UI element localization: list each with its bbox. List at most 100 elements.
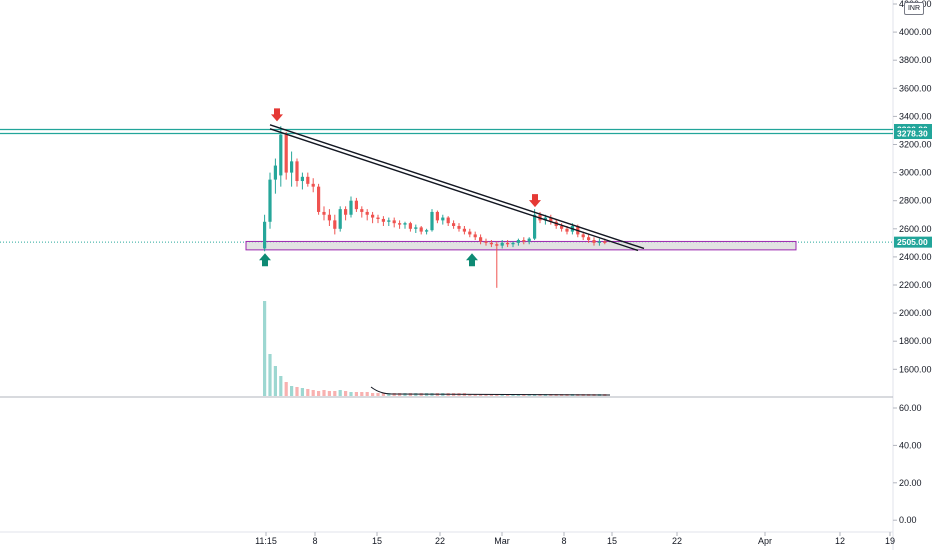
volume-bar (495, 394, 499, 396)
candle-body (489, 242, 493, 245)
time-tick-label: 15 (607, 536, 617, 546)
volume-line (370, 386, 611, 396)
candle-body (290, 161, 294, 173)
candle-body (268, 179, 272, 222)
volume-bar (306, 389, 310, 396)
candle-body (446, 217, 450, 224)
osc-tick-label: 40.00 (899, 440, 922, 450)
candle-body (349, 200, 353, 215)
volume-bar (300, 388, 304, 396)
candle-body (365, 211, 369, 215)
price-tag: 3278.30 (894, 127, 932, 139)
price-tick-label: 1600.00 (899, 364, 932, 374)
candle-body (533, 214, 537, 239)
volume-bar (376, 393, 380, 396)
candle-body (565, 228, 569, 232)
candle-body (403, 223, 407, 225)
trendline-lower (269, 128, 639, 252)
currency-badge[interactable]: INR (904, 2, 924, 15)
price-tick-label: 2000.00 (899, 308, 932, 318)
candle-body (338, 209, 342, 229)
volume-bar (263, 301, 267, 396)
price-tag-label: 3278.30 (897, 128, 928, 138)
candle-body (435, 211, 439, 221)
volume-bar (473, 394, 477, 396)
candle-body (273, 165, 277, 180)
trendline-upper (269, 124, 645, 250)
price-tag-background (894, 127, 932, 139)
candle-body (500, 242, 504, 246)
candle-body (360, 209, 364, 212)
volume-bar (360, 392, 364, 396)
candle-body (414, 227, 418, 229)
volume-bar (381, 393, 385, 396)
candle-body (398, 223, 402, 225)
candle-body (376, 217, 380, 219)
candle-body (344, 209, 348, 215)
time-tick-label: 19 (885, 536, 895, 546)
volume-bar (349, 392, 353, 396)
candle-body (603, 241, 607, 243)
price-tick-label: 2800.00 (899, 196, 932, 206)
volume-bar (327, 391, 331, 396)
volume-bar (489, 394, 493, 396)
volume-bar (484, 394, 488, 396)
volume-bar (468, 394, 472, 396)
candle-body (479, 237, 483, 242)
time-tick-label: Apr (758, 536, 772, 546)
candle-body (295, 161, 299, 182)
candle-body (560, 225, 564, 229)
candle-body (527, 238, 531, 242)
candle-body (473, 234, 477, 238)
volume-bar (268, 354, 272, 396)
candle-body (311, 183, 315, 187)
candle-body (430, 211, 434, 231)
time-tick-label: 8 (312, 536, 317, 546)
candle-body (457, 225, 461, 229)
time-tick-label: 12 (835, 536, 845, 546)
candle-body (317, 186, 321, 212)
candle-body (322, 211, 326, 215)
candle-body (392, 220, 396, 224)
support-zone (245, 240, 797, 251)
candle-body (511, 242, 515, 245)
candle-body (543, 217, 547, 221)
candle-body (381, 218, 385, 222)
candle-body (495, 244, 499, 246)
arrow-up-icon (466, 253, 478, 267)
price-tag: 2505.00 (894, 236, 932, 248)
volume-bar (479, 394, 483, 396)
volume-bar (311, 390, 315, 396)
volume-bar (365, 392, 369, 396)
candle-body (425, 230, 429, 232)
candle-body (408, 223, 412, 229)
volume-bar (317, 391, 321, 396)
candle-body (333, 220, 337, 229)
volume-bar (279, 376, 283, 396)
candle-body (263, 221, 267, 249)
candle-body (279, 134, 283, 176)
candle-body (327, 214, 331, 221)
candle-body (441, 217, 445, 221)
volume-bar (338, 390, 342, 396)
volume-bar (387, 393, 391, 396)
candle-body (522, 240, 526, 242)
price-tick-label: 2400.00 (899, 252, 932, 262)
candle-body (549, 217, 553, 222)
volume-bar (354, 392, 358, 396)
volume-bar (273, 366, 277, 396)
candle-body (484, 241, 488, 243)
volume-bar (322, 390, 326, 396)
candle-body (468, 231, 472, 235)
candle-body (516, 240, 520, 243)
osc-tick-label: 0.00 (899, 515, 917, 525)
price-tick-label: 2200.00 (899, 280, 932, 290)
arrow-up-icon (259, 253, 271, 267)
volume-bar (333, 391, 337, 396)
price-tag-label: 2505.00 (897, 237, 928, 247)
price-tag-background (894, 236, 932, 248)
osc-tick-label: 20.00 (899, 478, 922, 488)
candle-body (306, 176, 310, 184)
candle-body (284, 134, 288, 173)
